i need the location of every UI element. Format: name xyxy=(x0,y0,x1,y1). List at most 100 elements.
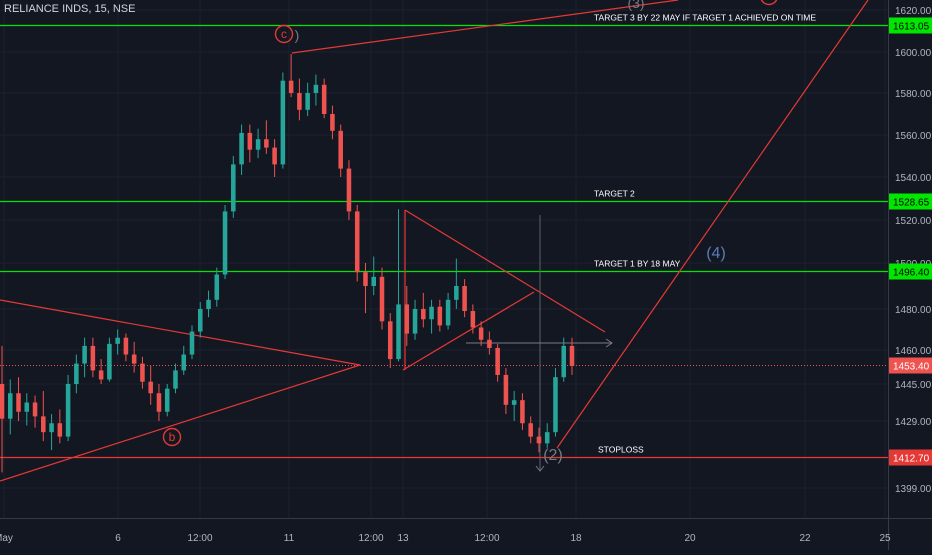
candle-body xyxy=(313,84,319,93)
wave-label-circle xyxy=(162,427,182,447)
candle-body xyxy=(544,432,550,444)
price-badge-target2 xyxy=(889,193,932,210)
time-tick-label: 22 xyxy=(799,533,811,544)
wave-label: c xyxy=(281,27,287,41)
price-badge-text-stoploss: 1412.70 xyxy=(893,454,930,465)
candle-body xyxy=(82,345,87,364)
candle-body xyxy=(173,370,178,389)
time-tick-label: 20 xyxy=(684,533,696,544)
candle-body xyxy=(569,345,575,366)
candle-body xyxy=(98,370,104,380)
candle-body xyxy=(462,286,467,312)
trendline xyxy=(402,291,535,371)
price-tick-label: 1445.00 xyxy=(895,380,932,391)
trendline xyxy=(0,299,361,366)
projection-arrow-right xyxy=(605,338,613,348)
price-tick-label: 1480.00 xyxy=(895,305,932,316)
symbol-title: RELIANCE INDS, 15, NSE xyxy=(4,3,136,15)
candle-body xyxy=(57,423,63,437)
trendline-drawings xyxy=(0,0,869,482)
wave-label-circle xyxy=(274,24,294,44)
candle-body xyxy=(148,381,153,394)
wave-label: (2) xyxy=(543,447,563,464)
candle-body xyxy=(487,339,492,348)
candle-body xyxy=(255,139,261,150)
candle-body xyxy=(503,374,509,405)
time-tick-label: 6 xyxy=(115,533,121,544)
time-tick-label: 18 xyxy=(570,533,582,544)
price-tick-label: 1540.00 xyxy=(895,173,932,184)
candle-body xyxy=(379,276,385,322)
current-price-badge-text: 1453.40 xyxy=(893,362,930,373)
wave-label: (4) xyxy=(706,245,726,262)
wave-labels: b c (2) (4) (3)) xyxy=(162,0,778,464)
price-tick-label: 1580.00 xyxy=(895,89,932,100)
candle-body xyxy=(206,299,211,309)
candles xyxy=(0,54,575,473)
candle-body xyxy=(123,337,129,355)
candle-body xyxy=(140,363,145,382)
candle-body xyxy=(305,93,310,110)
candle-body xyxy=(131,354,137,364)
time-tick-label: 12:00 xyxy=(358,533,383,544)
time-tick-label: 13 xyxy=(397,533,409,544)
candle-body xyxy=(181,354,187,371)
candle-body xyxy=(74,363,79,384)
candle-body xyxy=(454,286,459,300)
candle-body xyxy=(49,423,54,433)
price-badge-target3 xyxy=(889,17,932,34)
candle-body xyxy=(247,132,253,150)
candle-body xyxy=(478,327,484,340)
price-tick-label: 1460.00 xyxy=(895,346,932,357)
projection-arrow-down xyxy=(535,465,545,472)
candle-body xyxy=(412,309,418,334)
candle-body xyxy=(338,130,343,169)
candle-body xyxy=(16,393,21,412)
price-tick-label: 1560.00 xyxy=(895,131,932,142)
price-tick-label: 1600.00 xyxy=(895,48,932,59)
candle-body xyxy=(0,384,5,419)
candle-body xyxy=(363,272,368,286)
candle-body xyxy=(280,80,286,165)
candle-body xyxy=(553,377,558,433)
candle-body xyxy=(7,393,13,419)
candle-body xyxy=(231,164,236,212)
candle-body xyxy=(115,337,120,344)
price-tick-label: 1399.00 xyxy=(895,484,932,495)
wave-label-fragment: ) xyxy=(295,27,300,43)
candle-body xyxy=(65,384,71,437)
candle-body xyxy=(321,84,327,114)
candle-body xyxy=(346,168,352,212)
candle-body xyxy=(156,393,162,412)
candle-body xyxy=(536,436,542,444)
wave-label: b xyxy=(169,430,176,444)
level-text-target3: TARGET 3 BY 22 MAY IF TARGET 1 ACHIEVED … xyxy=(594,13,816,23)
candle-body xyxy=(528,423,533,437)
candle-body xyxy=(264,139,269,148)
candle-body xyxy=(437,306,443,326)
time-tick-label: 11 xyxy=(284,533,295,544)
candle-body xyxy=(90,345,96,371)
candle-body xyxy=(561,345,567,378)
trendline xyxy=(404,209,606,333)
trendline xyxy=(291,0,679,54)
candle-body xyxy=(396,304,401,360)
trendline xyxy=(0,364,361,482)
candle-body xyxy=(404,304,410,334)
price-tick-label: 1520.00 xyxy=(895,216,932,227)
trendline xyxy=(556,0,869,449)
candle-body xyxy=(107,343,112,380)
current-price-badge xyxy=(889,357,932,374)
candle-body xyxy=(520,400,525,424)
candle-body xyxy=(387,321,393,360)
candle-body xyxy=(354,211,360,273)
candle-body xyxy=(32,402,38,417)
level-text-stoploss: STOPLOSS xyxy=(598,445,644,455)
grid xyxy=(0,0,888,518)
price-badge-target1 xyxy=(889,263,932,280)
time-tick-label: 12:00 xyxy=(474,533,499,544)
